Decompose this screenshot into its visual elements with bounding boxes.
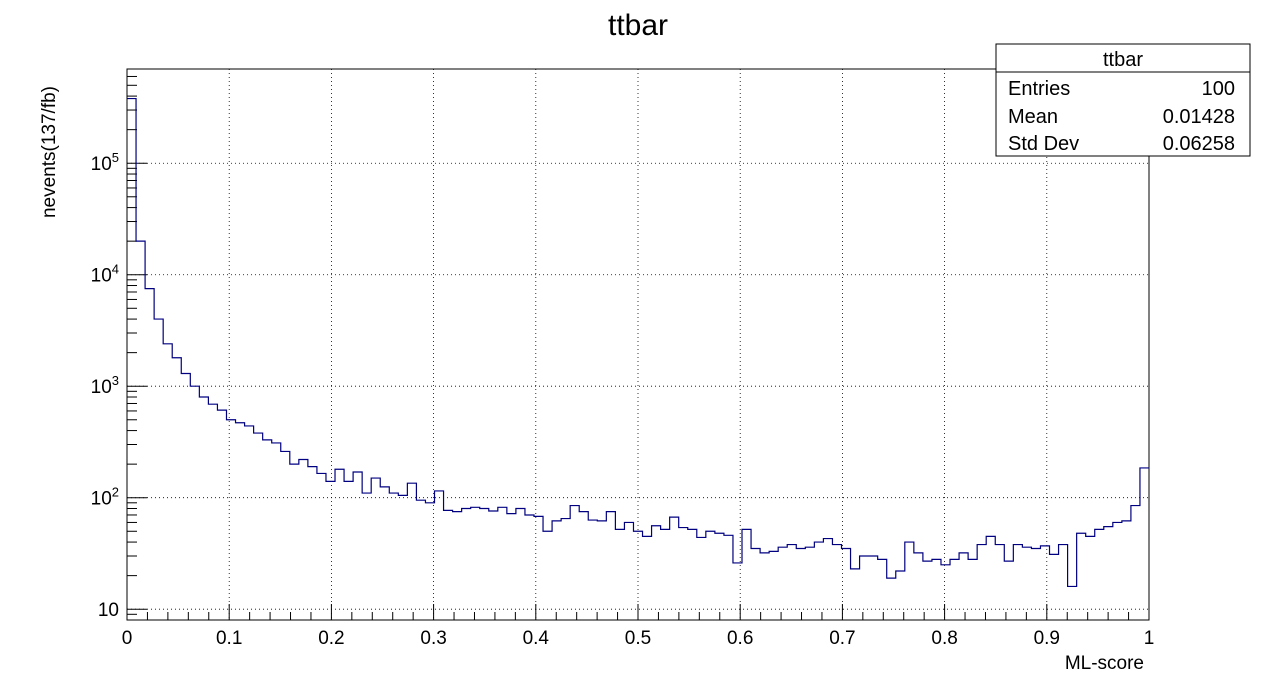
x-tick-label: 0.6	[727, 628, 753, 649]
stats-box-title: ttbar	[1103, 49, 1143, 71]
y-tick-label: 103	[91, 373, 119, 398]
x-tick-label: 0.9	[1034, 628, 1060, 649]
stats-entries-value: 100	[1202, 78, 1235, 100]
y-tick-label: 105	[91, 150, 119, 175]
axis-ticks	[126, 75, 1150, 620]
histogram-series	[127, 97, 1149, 588]
stats-mean-value: 0.01428	[1163, 106, 1235, 128]
stats-mean-label: Mean	[1008, 106, 1058, 128]
x-tick-label: 0.5	[625, 628, 651, 649]
y-tick-label: 104	[91, 262, 119, 287]
x-tick-label: 1	[1144, 628, 1155, 649]
y-tick-labels: 10 102 103 104 105	[91, 150, 119, 621]
x-tick-label: 0.2	[318, 628, 344, 649]
x-tick-label: 0.7	[829, 628, 855, 649]
x-tick-label: 0.1	[216, 628, 242, 649]
y-axis-label: nevents(137/fb)	[39, 86, 60, 218]
stats-box: ttbar Entries 100 Mean 0.01428 Std Dev 0…	[995, 43, 1251, 157]
x-tick-labels: 0 0.1 0.2 0.3 0.4 0.5 0.6 0.7 0.8 0.9 1	[122, 628, 1155, 649]
x-tick-label: 0.8	[931, 628, 957, 649]
y-tick-label: 102	[91, 485, 119, 510]
chart-title: ttbar	[608, 9, 668, 42]
x-tick-label: 0.4	[523, 628, 550, 649]
y-tick-label: 10	[98, 600, 119, 621]
x-tick-label: 0.3	[420, 628, 446, 649]
x-axis-label: ML-score	[1065, 653, 1144, 674]
stats-stddev-label: Std Dev	[1008, 133, 1079, 155]
stats-box-frame	[995, 43, 1251, 157]
stats-stddev-value: 0.06258	[1163, 133, 1235, 155]
stats-entries-label: Entries	[1008, 78, 1070, 100]
x-tick-label: 0	[122, 628, 133, 649]
